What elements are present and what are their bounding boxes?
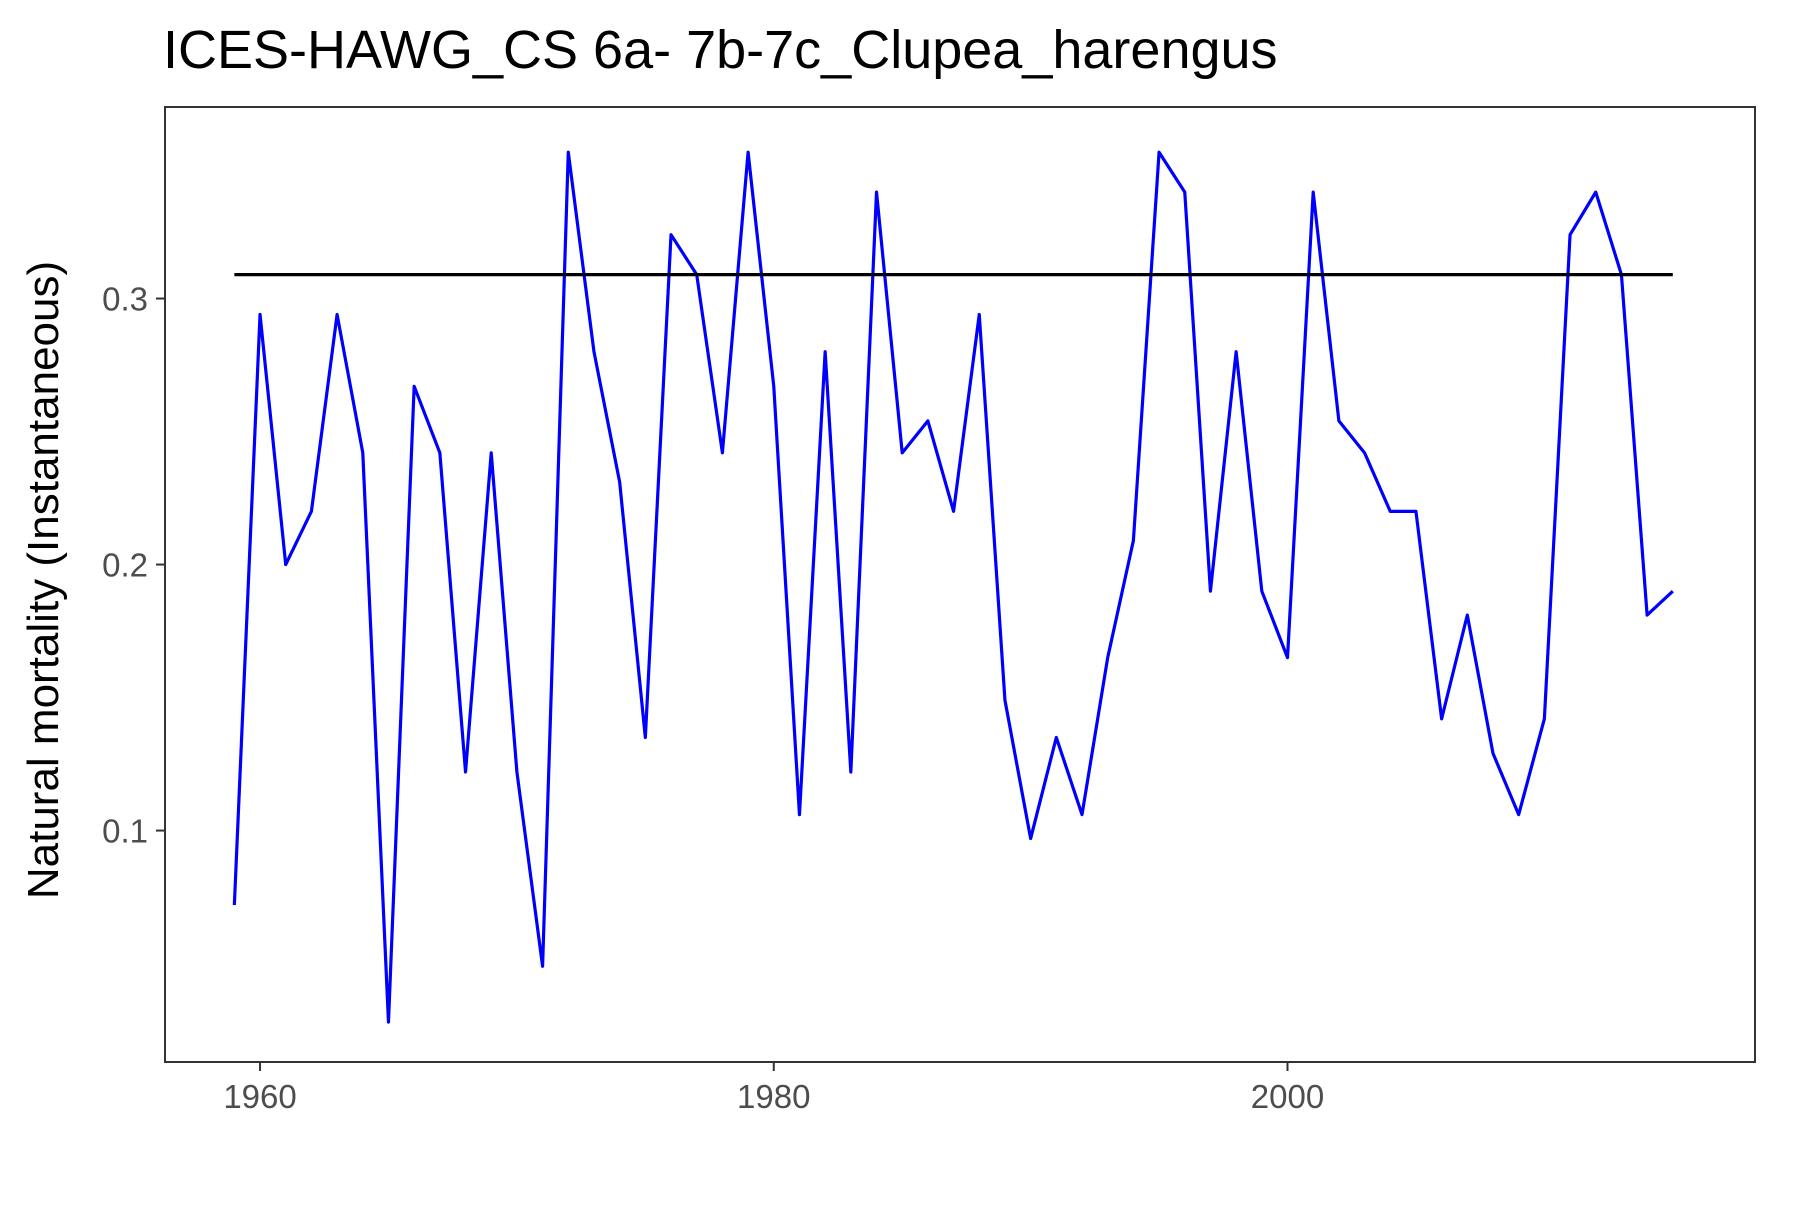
y-tick-label: 0.3 (102, 281, 148, 318)
x-tick-label: 1960 (223, 1078, 296, 1115)
plot-panel (164, 106, 1756, 1063)
y-axis: 0.1 0.2 0.3 (102, 281, 165, 850)
chart-title: ICES-HAWG_CS 6a- 7b-7c_Clupea_harengus (163, 20, 1278, 80)
y-axis-label: Natural mortality (Instantaneous) (19, 261, 68, 899)
y-tick-label: 0.1 (102, 813, 148, 850)
x-tick-label: 1980 (737, 1078, 810, 1115)
series-line-0 (232, 150, 1674, 1024)
y-tick-label: 0.2 (102, 547, 148, 584)
x-tick-label: 2000 (1251, 1078, 1324, 1115)
series-layer (232, 150, 1674, 1024)
x-axis: 1960 1980 2000 (223, 1062, 1324, 1115)
